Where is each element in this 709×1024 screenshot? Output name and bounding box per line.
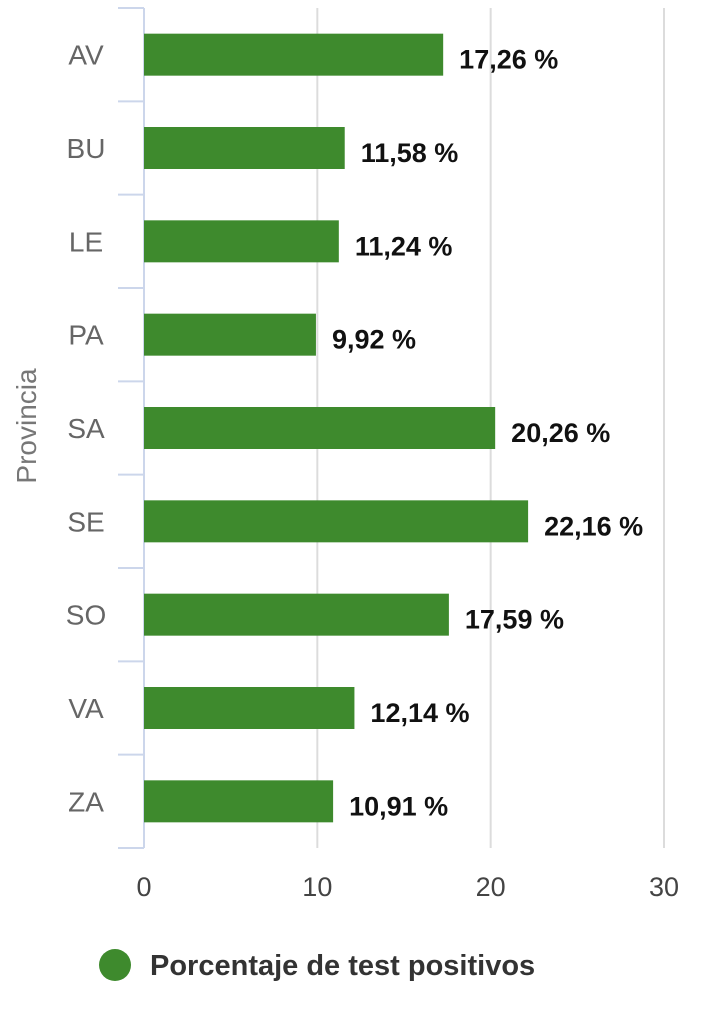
value-axis-ticks: 0 10 20 30 — [136, 872, 679, 902]
bar-av[interactable] — [144, 33, 444, 76]
x-tick-label: 30 — [649, 872, 679, 902]
x-tick-label: 0 — [136, 872, 151, 902]
data-label-pa: 9,92 % — [332, 325, 416, 355]
data-label-bu: 11,58 % — [361, 138, 459, 168]
data-label-za: 10,91 % — [349, 791, 448, 821]
x-tick-label: 20 — [476, 872, 506, 902]
x-tick-label: 10 — [302, 872, 332, 902]
category-label-bu: BU — [67, 133, 106, 164]
category-label-so: SO — [66, 600, 106, 631]
data-label-se: 22,16 % — [544, 511, 643, 541]
data-label-so: 17,59 % — [465, 605, 564, 635]
category-label-sa: SA — [67, 413, 105, 444]
bar-sa[interactable] — [144, 407, 496, 449]
category-axis: AV BU LE PA SA SE SO VA ZA — [66, 7, 145, 849]
category-label-se: SE — [67, 506, 104, 537]
bar-series — [144, 33, 529, 823]
bar-so[interactable] — [144, 593, 449, 636]
category-label-pa: PA — [68, 320, 104, 351]
data-label-le: 11,24 % — [355, 231, 453, 261]
data-label-sa: 20,26 % — [511, 418, 610, 448]
bar-pa[interactable] — [144, 313, 316, 356]
bar-se[interactable] — [144, 500, 529, 543]
legend-marker — [99, 949, 131, 981]
category-label-le: LE — [69, 226, 103, 257]
data-labels: 17,26 % 11,58 % 11,24 % 9,92 % 20,26 % 22,16 … — [332, 45, 643, 822]
legend[interactable]: Porcentaje de test positivos — [99, 949, 535, 982]
data-label-av: 17,26 % — [459, 45, 558, 75]
category-label-va: VA — [68, 693, 104, 724]
category-label-av: AV — [68, 40, 104, 71]
bar-za[interactable] — [144, 780, 334, 823]
legend-label: Porcentaje de test positivos — [150, 950, 535, 982]
category-label-za: ZA — [68, 786, 104, 817]
bar-bu[interactable] — [144, 127, 345, 169]
bar-va[interactable] — [144, 687, 355, 729]
y-axis-title: Provincia — [11, 368, 42, 484]
data-label-va: 12,14 % — [370, 698, 469, 728]
bar-le[interactable] — [144, 220, 339, 263]
